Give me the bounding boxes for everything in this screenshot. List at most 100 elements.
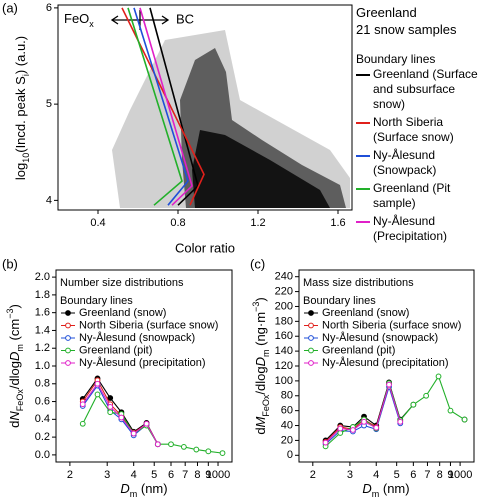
legend-entry: North Siberia (Surface snow) xyxy=(356,115,482,145)
legend-label: Ny-Ålesund (snowpack) xyxy=(322,331,438,344)
panel-label: (a) xyxy=(2,0,18,15)
marker xyxy=(79,401,86,408)
y-tick-label: 240 xyxy=(275,271,293,283)
point-cloud xyxy=(112,30,350,208)
marker xyxy=(168,441,174,448)
x-tick-label: 6 xyxy=(168,469,174,481)
x-axis-label: Color ratio xyxy=(175,240,235,255)
y-tick-label: 40 xyxy=(281,419,293,431)
y-axis-label: dMFeOx/dlogDm (ng·m−3) xyxy=(251,297,271,434)
x-tick-label: 1000 xyxy=(206,469,230,481)
legend-title: Boundary lines xyxy=(60,295,133,307)
legend-swatch xyxy=(356,122,370,124)
annotation: Greenland xyxy=(356,5,417,20)
panel-label: (b) xyxy=(2,256,18,271)
y-tick-label: 220 xyxy=(275,285,293,297)
legend-label: Ny-Ålesund (snowpack) xyxy=(79,331,195,344)
y-tick-label: 0.0 xyxy=(35,449,50,461)
marker xyxy=(397,418,404,425)
series-line xyxy=(82,393,223,454)
panel-label: (c) xyxy=(250,256,265,271)
marker xyxy=(118,414,125,421)
panel-title: Number size distributions xyxy=(60,277,184,289)
legend-entry: Ny-Ålesund (Precipitation) xyxy=(356,214,482,244)
marker xyxy=(107,395,114,401)
y-tick-label: 5 xyxy=(46,98,52,110)
y-tick-label: 160 xyxy=(275,330,293,342)
legend-title: Boundary lines xyxy=(356,52,436,66)
legend-label: Greenland (pit) xyxy=(79,344,152,356)
y-tick-label: 180 xyxy=(275,315,293,327)
y-tick-label: 1.4 xyxy=(35,324,50,336)
y-axis-label: dNFeOx/dlogDm (cm−3) xyxy=(5,304,25,428)
y-tick-label: 1.6 xyxy=(35,307,50,319)
y-tick-label: 0.6 xyxy=(35,395,50,407)
marker xyxy=(79,420,86,427)
legend-swatch xyxy=(356,188,370,190)
marker xyxy=(461,416,468,423)
x-tick-label: 3 xyxy=(347,469,353,481)
legend-marker xyxy=(308,360,314,366)
x-tick-label: 9 xyxy=(205,469,211,481)
x-tick-label: 5 xyxy=(394,469,400,481)
x-tick-label: 4 xyxy=(131,469,137,481)
marker xyxy=(350,427,356,433)
marker xyxy=(107,403,114,410)
legend-marker xyxy=(65,335,71,341)
marker xyxy=(361,418,367,425)
y-tick-label: 1.0 xyxy=(35,360,50,372)
marker xyxy=(435,373,442,380)
legend-marker xyxy=(308,322,314,329)
marker xyxy=(423,392,430,399)
marker xyxy=(373,424,380,431)
marker xyxy=(154,441,161,448)
legend-label: Ny-Ålesund (precipitation) xyxy=(322,356,449,369)
y-tick-label: 0.2 xyxy=(35,431,50,443)
y-tick-label: 6 xyxy=(46,2,52,14)
series-line xyxy=(133,7,189,206)
marker xyxy=(94,391,101,398)
x-tick-label: 3 xyxy=(104,469,110,481)
x-tick-label: 6 xyxy=(410,469,416,481)
legend-swatch xyxy=(356,155,370,157)
y-tick-label: 2.0 xyxy=(35,271,50,283)
marker xyxy=(219,450,226,457)
marker xyxy=(130,430,137,437)
marker xyxy=(143,420,150,427)
x-tick-label: 0.4 xyxy=(90,217,105,229)
y-tick-label: 0.8 xyxy=(35,378,50,390)
x-tick-label: 7 xyxy=(424,469,430,481)
y-tick-label: 100 xyxy=(275,375,293,387)
legend-entry: Ny-Ålesund (Snowpack) xyxy=(356,148,482,178)
y-tick-label: 20 xyxy=(281,434,293,446)
x-tick-label: 4 xyxy=(373,469,379,481)
y-tick-label: 120 xyxy=(275,360,293,372)
legend-swatch xyxy=(356,221,370,223)
x-axis-label: Dm (nm) xyxy=(362,481,409,499)
marker xyxy=(94,380,101,387)
y-tick-label: 140 xyxy=(275,345,293,357)
legend-label: Ny-Ålesund (precipitation) xyxy=(79,356,206,369)
marker xyxy=(337,425,344,432)
series-line xyxy=(139,7,193,206)
legend-entry: Greenland (Surface and subsurface snow) xyxy=(356,67,482,112)
legend: Greenland 21 snow samples Boundary lines Gr… xyxy=(356,4,482,247)
legend-label: North Siberia (Surface snow) xyxy=(373,115,454,144)
x-tick-label: 8 xyxy=(437,469,443,481)
x-tick-label: 5 xyxy=(151,469,157,481)
panel-title: Mass size distributions xyxy=(303,277,414,289)
legend-marker xyxy=(65,360,71,366)
marker xyxy=(386,381,392,388)
x-tick-label: 1000 xyxy=(448,469,472,481)
legend-label: North Siberia (surface snow) xyxy=(79,319,218,331)
legend-label: Greenland (pit) xyxy=(322,344,395,356)
legend-label: North Siberia (surface snow) xyxy=(322,319,461,331)
x-tick-label: 0.8 xyxy=(170,217,185,229)
legend-marker xyxy=(308,347,314,354)
legend-label: Greenland (Pit sample) xyxy=(373,181,451,210)
legend-label: Greenland (snow) xyxy=(322,307,409,319)
x-tick-label: 9 xyxy=(447,469,453,481)
x-tick-label: 8 xyxy=(194,469,200,481)
